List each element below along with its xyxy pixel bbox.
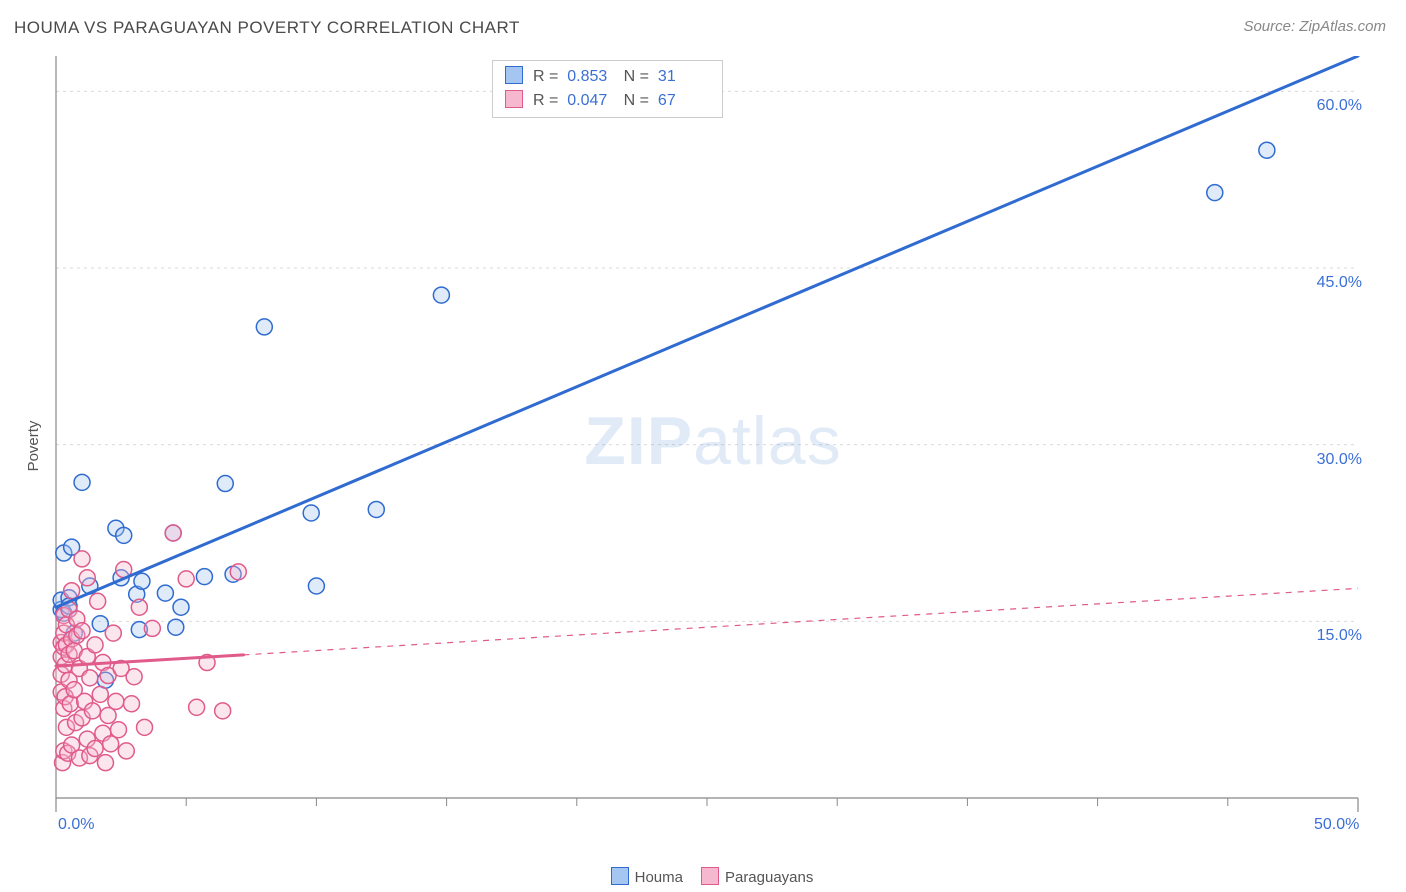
chart-plot-area: ZIPatlas R = 0.853 N = 31R = 0.047 N = 6… [48,56,1378,826]
y-axis-label: Poverty [25,421,42,472]
x-tick-label: 0.0% [58,816,94,834]
x-tick-label: 50.0% [1314,816,1359,834]
correlation-legend: R = 0.853 N = 31R = 0.047 N = 67 [492,60,723,118]
legend-swatch [611,867,629,885]
y-tick-label: 15.0% [1302,627,1362,645]
chart-svg [48,56,1378,826]
source-attribution: Source: ZipAtlas.com [1243,18,1386,35]
legend-label: Houma [635,869,683,886]
legend-swatch [701,867,719,885]
chart-title: HOUMA VS PARAGUAYAN POVERTY CORRELATION … [14,18,520,38]
legend-row: R = 0.047 N = 67 [505,89,710,113]
series-legend: Houma Paraguayans [0,867,1406,886]
y-tick-label: 30.0% [1302,451,1362,469]
legend-label: Paraguayans [725,869,813,886]
y-tick-label: 45.0% [1302,274,1362,292]
legend-row: R = 0.853 N = 31 [505,65,710,89]
y-tick-label: 60.0% [1302,97,1362,115]
